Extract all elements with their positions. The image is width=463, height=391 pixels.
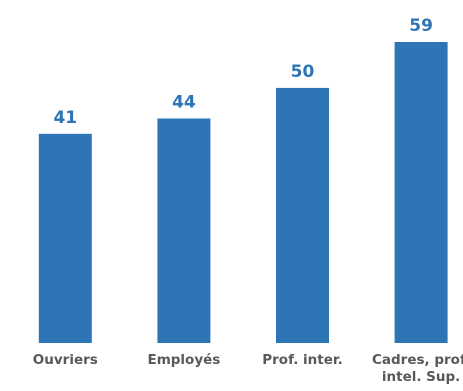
data-label-3: 59 xyxy=(409,16,433,36)
category-label-2: Prof. inter. xyxy=(262,352,343,368)
value-labels-group: 41 44 50 59 xyxy=(53,16,432,128)
category-label-1: Employés xyxy=(147,352,220,368)
data-label-2: 50 xyxy=(291,62,315,82)
bar-0 xyxy=(38,133,92,343)
category-label-0: Ouvriers xyxy=(33,352,98,368)
data-label-1: 44 xyxy=(172,93,196,113)
bar-3 xyxy=(394,42,448,343)
category-labels-group: Ouvriers Employés Prof. inter. Cadres, prof… xyxy=(33,352,463,385)
data-label-0: 41 xyxy=(53,108,77,128)
bar-1 xyxy=(157,118,211,343)
category-label-3: Cadres, prof. intel. Sup. xyxy=(372,352,463,385)
bar-2 xyxy=(276,87,329,344)
bars-group xyxy=(38,42,448,344)
